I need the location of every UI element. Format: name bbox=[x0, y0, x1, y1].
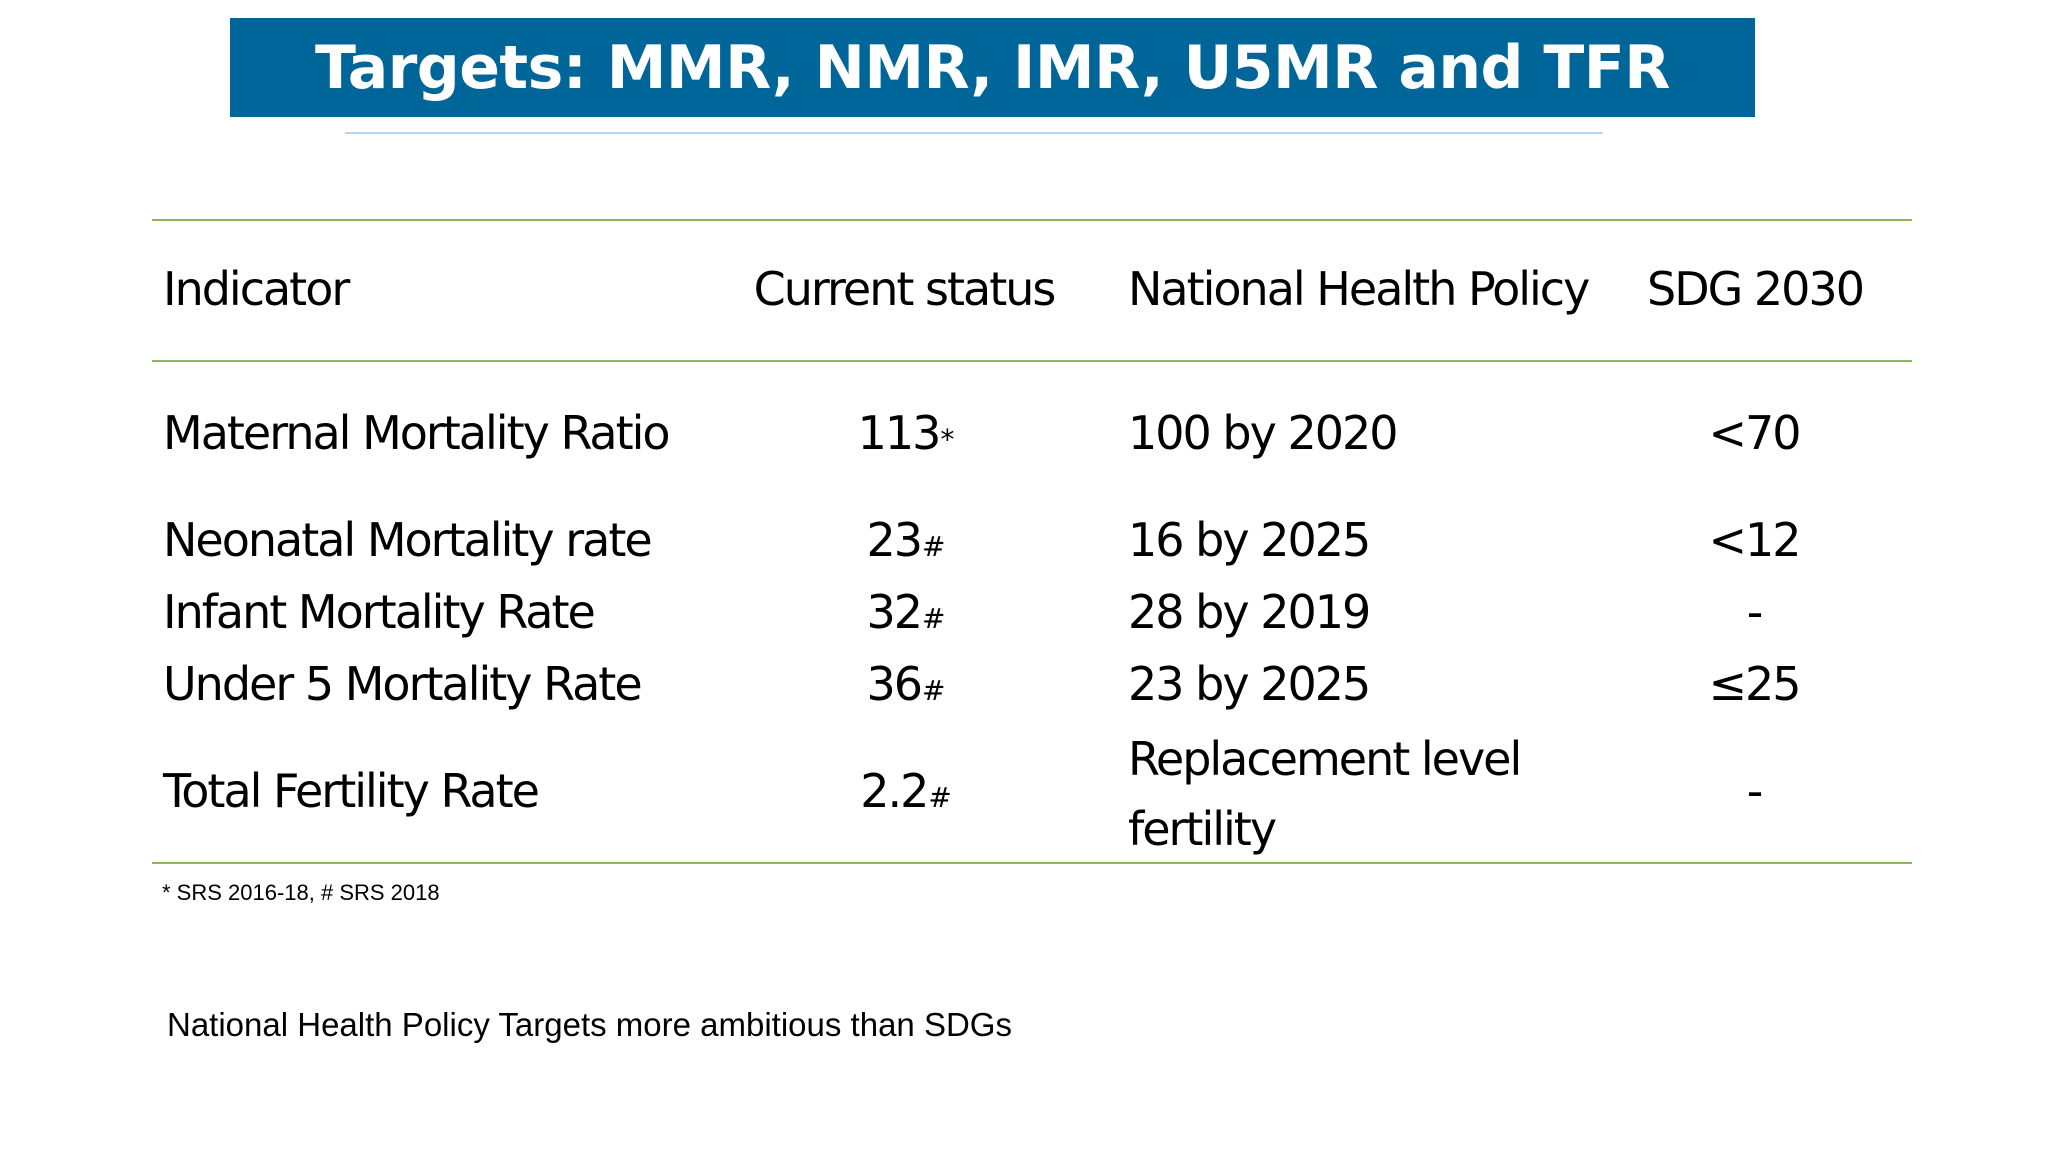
row-current-status: 32# bbox=[866, 585, 946, 639]
header-national-health-policy: National Health Policy bbox=[1128, 262, 1590, 316]
row-sdg-target: <70 bbox=[1708, 406, 1801, 460]
source-mark: # bbox=[922, 674, 946, 707]
row-current-status: 2.2# bbox=[860, 764, 952, 818]
table-bottom-rule bbox=[152, 862, 1912, 864]
row-indicator: Infant Mortality Rate bbox=[163, 585, 596, 639]
source-mark: # bbox=[928, 781, 952, 814]
row-current-status: 36# bbox=[866, 657, 946, 711]
source-mark: * bbox=[940, 423, 955, 456]
header-sdg-2030: SDG 2030 bbox=[1647, 262, 1865, 316]
row-current-status: 23# bbox=[866, 513, 946, 567]
title-banner: Targets: MMR, NMR, IMR, U5MR and TFR bbox=[230, 18, 1755, 117]
header-indicator: Indicator bbox=[163, 262, 350, 316]
row-policy-target: 23 by 2025 bbox=[1128, 657, 1371, 711]
page-title: Targets: MMR, NMR, IMR, U5MR and TFR bbox=[315, 32, 1670, 103]
row-indicator: Maternal Mortality Ratio bbox=[163, 406, 671, 460]
row-sdg-target: <12 bbox=[1708, 513, 1801, 567]
summary-note: National Health Policy Targets more ambi… bbox=[167, 1006, 1012, 1043]
row-policy-target: Replacement level bbox=[1128, 732, 1522, 786]
row-sdg-target: - bbox=[1746, 764, 1764, 818]
row-policy-target: 28 by 2019 bbox=[1128, 585, 1371, 639]
table-header-rule bbox=[152, 360, 1912, 362]
row-current-status: 113* bbox=[857, 406, 955, 460]
row-policy-target-line2: fertility bbox=[1128, 802, 1277, 856]
title-underline bbox=[345, 132, 1603, 134]
row-indicator: Under 5 Mortality Rate bbox=[163, 657, 643, 711]
row-policy-target: 100 by 2020 bbox=[1128, 406, 1399, 460]
row-sdg-target: - bbox=[1746, 585, 1764, 639]
source-mark: # bbox=[922, 602, 946, 635]
row-indicator: Total Fertility Rate bbox=[163, 764, 540, 818]
source-mark: # bbox=[922, 530, 946, 563]
table-top-rule bbox=[152, 219, 1912, 221]
source-footnote: * SRS 2016-18, # SRS 2018 bbox=[162, 880, 440, 905]
row-indicator: Neonatal Mortality rate bbox=[163, 513, 653, 567]
header-current-status: Current status bbox=[753, 262, 1057, 316]
row-sdg-target: ≤25 bbox=[1708, 657, 1801, 711]
row-policy-target: 16 by 2025 bbox=[1128, 513, 1371, 567]
